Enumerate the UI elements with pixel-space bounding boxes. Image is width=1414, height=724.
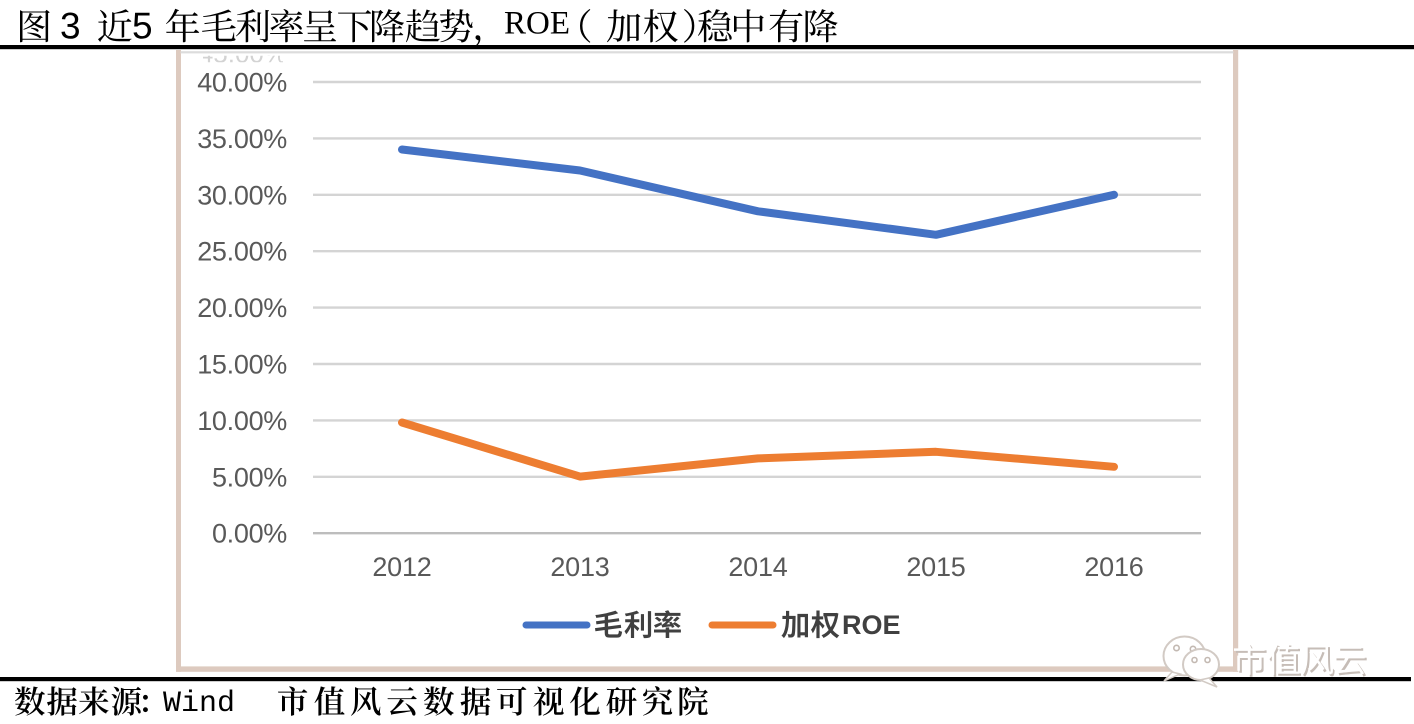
svg-text:5.00%: 5.00% [212, 462, 287, 492]
svg-text:25.00%: 25.00% [197, 237, 287, 267]
svg-text:3: 3 [60, 6, 81, 47]
svg-text:5: 5 [132, 6, 153, 47]
svg-text:2012: 2012 [372, 552, 431, 582]
svg-text:2015: 2015 [906, 552, 965, 582]
svg-text:45.00%: 45.00% [199, 39, 287, 69]
svg-text:ROE: ROE [842, 610, 901, 640]
svg-text:2014: 2014 [728, 552, 787, 582]
svg-text:Wind: Wind [163, 687, 235, 721]
svg-text:15.00%: 15.00% [197, 350, 287, 380]
svg-text:35.00%: 35.00% [197, 124, 287, 154]
svg-text:30.00%: 30.00% [197, 180, 287, 210]
svg-text:10.00%: 10.00% [197, 406, 287, 436]
svg-text:2016: 2016 [1084, 552, 1143, 582]
svg-text:ROE: ROE [504, 6, 570, 42]
svg-text:40.00%: 40.00% [197, 68, 287, 98]
svg-text:0.00%: 0.00% [212, 519, 287, 549]
svg-text:2013: 2013 [550, 552, 609, 582]
svg-text:20.00%: 20.00% [197, 293, 287, 323]
